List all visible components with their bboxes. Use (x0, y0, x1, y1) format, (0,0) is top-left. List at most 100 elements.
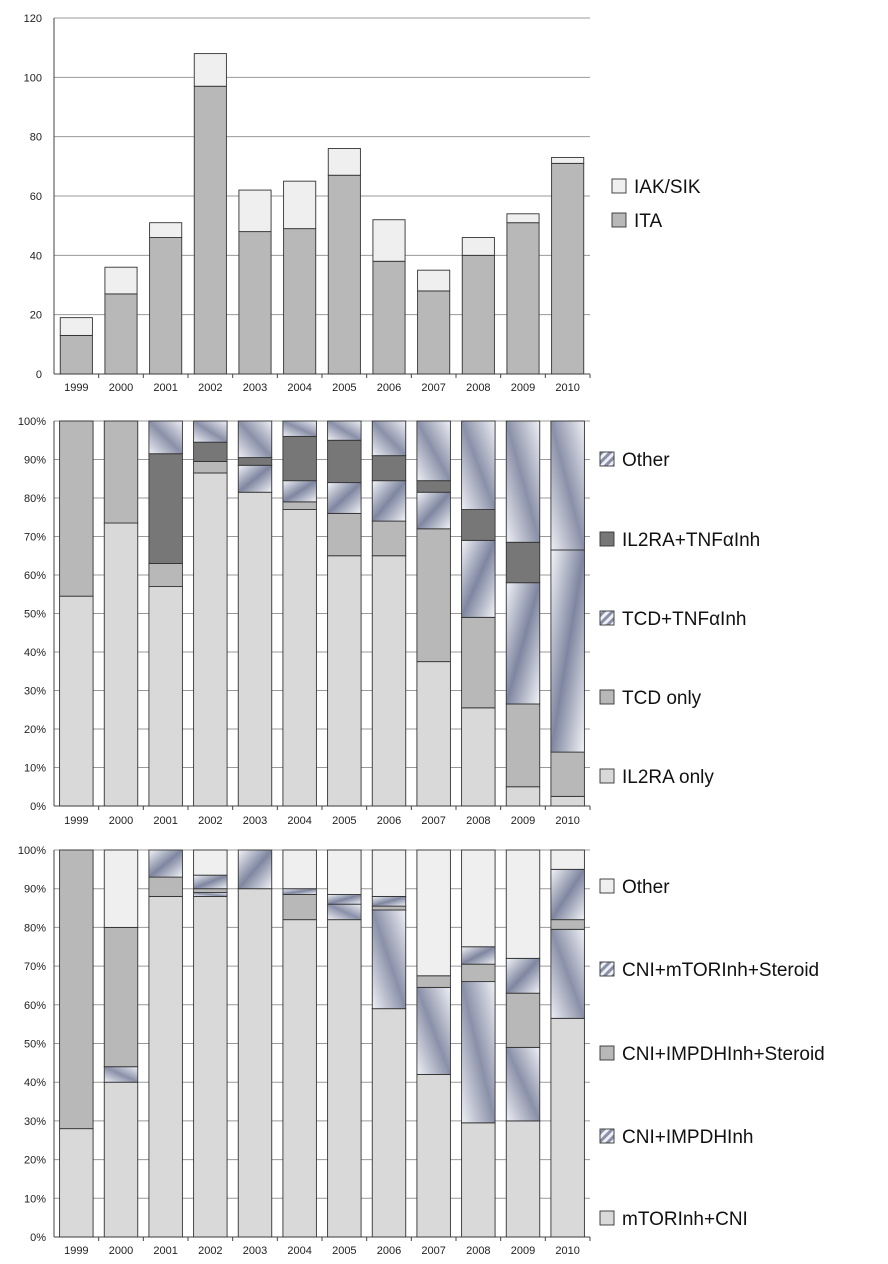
legend-swatch (599, 531, 615, 547)
x-tick-label: 2007 (421, 382, 445, 394)
bar-segment-ita-2005 (327, 174, 361, 375)
legend-label: Other (622, 877, 670, 898)
bar-segment-tcd-tnf-inh-2005 (327, 482, 362, 514)
bar-segment-il2ra-tnf-inh-2003 (237, 457, 273, 466)
bar-segment-il2ra-only-2006 (371, 555, 407, 807)
y-tick-label: 60 (30, 191, 42, 203)
bar-segment-mtorinh-cni-2000 (103, 1081, 139, 1238)
bar-segment-mtorinh-cni-2005 (327, 919, 362, 1238)
bar-segment-mtorinh-cni-2004 (282, 919, 317, 1238)
bar-segment-other-2001 (148, 420, 183, 455)
bar-segment-cni-impdhinh-2002 (193, 892, 228, 897)
bar-segment-il2ra-tnf-inh-2007 (416, 480, 451, 493)
y-tick-label: 80% (24, 493, 46, 505)
bar-segment-il2ra-only-2007 (416, 661, 451, 807)
bar-segment-ita-1999 (59, 334, 93, 375)
bar-segment-il2ra-tnf-inh-2009 (505, 541, 541, 584)
bar-segment-tcd-only-2005 (327, 512, 362, 557)
x-tick-label: 2003 (243, 815, 267, 827)
bar-segment-other-2002 (193, 849, 228, 876)
x-tick-label: 2003 (243, 1245, 267, 1257)
bar-segment-tcd-only-2010 (550, 751, 585, 797)
bar-segment-other-2002 (193, 420, 228, 443)
x-tick-label: 2009 (511, 1245, 535, 1257)
bar-segment-iak-sik-2000 (104, 266, 138, 295)
bar-segment-il2ra-tnf-inh-2005 (327, 439, 362, 484)
legend-swatch (611, 212, 627, 228)
x-tick-label: 2000 (109, 382, 133, 394)
legend-label: CNI+IMPDHInh (622, 1127, 753, 1148)
bar-segment-iak-sik-2002 (193, 53, 227, 87)
bar-segment-il2ra-tnf-inh-2006 (371, 455, 407, 482)
bar-segment-cni-mtorinh-steroid-2003 (237, 849, 273, 890)
bar-segment-cni-impdhinh-2010 (550, 928, 585, 1019)
bar-segment-tcd-only-2006 (371, 520, 407, 557)
x-tick-label: 2005 (332, 1245, 356, 1257)
y-tick-label: 100 (24, 72, 42, 84)
x-tick-label: 2001 (153, 382, 177, 394)
bar-segment-cni-impdhinh-steroid-2007 (416, 975, 451, 988)
bar-segment-tcd-tnf-inh-2007 (416, 491, 451, 530)
x-tick-label: 2001 (153, 815, 177, 827)
bar-segment-tcd-only-1999 (59, 420, 94, 597)
bar-segment-ita-2009 (506, 222, 540, 375)
bar-segment-tcd-tnf-inh-2003 (237, 464, 273, 493)
y-tick-label: 60% (24, 1000, 46, 1012)
bar-segment-cni-mtorinh-steroid-2005 (327, 894, 362, 905)
bar-segment-cni-impdhinh-steroid-2006 (371, 905, 407, 911)
y-tick-label: 20% (24, 724, 46, 736)
bar-segment-il2ra-tnf-inh-2002 (193, 441, 228, 462)
bar-segment-il2ra-only-2010 (550, 795, 585, 807)
y-tick-label: 10% (24, 1193, 46, 1205)
bar-segment-other-2005 (327, 420, 362, 441)
x-tick-label: 1999 (64, 1245, 88, 1257)
bar-segment-tcd-only-2007 (416, 528, 451, 663)
bar-segment-other-2007 (416, 420, 451, 482)
bar-segment-other-2006 (371, 420, 407, 457)
bar-segment-cni-impdhinh-steroid-2002 (193, 888, 228, 894)
chart-panel-1: 0 20 40 60 80 100 120 1999 2000 2001 2002 2003 2004 2… (24, 13, 701, 394)
y-tick-label: 100% (18, 845, 46, 857)
bar-segment-iak-sik-2009 (506, 213, 540, 224)
bar-segment-other-2005 (327, 849, 362, 895)
bar-segment-mtorinh-cni-2002 (193, 895, 228, 1238)
bar-segment-ita-2002 (193, 85, 227, 375)
bar-segment-cni-mtorinh-steroid-2009 (505, 957, 541, 994)
bar-segment-tcd-only-2009 (505, 703, 541, 788)
bar-segment-other-2008 (461, 420, 496, 511)
bar-segment-ita-2000 (104, 293, 138, 375)
y-tick-label: 20 (30, 310, 42, 322)
legend-label: ITA (634, 211, 662, 232)
bar-segment-il2ra-only-2003 (237, 491, 273, 807)
bar-segment-ita-2003 (238, 231, 272, 375)
bar-segment-other-2009 (505, 420, 541, 543)
bar-segment-mtorinh-cni-2006 (371, 1008, 407, 1238)
x-tick-label: 2005 (332, 382, 356, 394)
y-tick-label: 30% (24, 1116, 46, 1128)
x-tick-label: 1999 (64, 815, 88, 827)
bar-segment-cni-impdhinh-steroid-2008 (461, 963, 496, 983)
bar-segment-other-2004 (282, 849, 317, 890)
bar-segment-ita-2010 (551, 162, 585, 375)
y-tick-label: 90% (24, 884, 46, 896)
bar-segment-ita-2001 (149, 237, 183, 375)
bar-segment-other-2010 (550, 420, 585, 551)
x-tick-label: 2010 (555, 1245, 579, 1257)
bar-segment-il2ra-only-2000 (103, 522, 139, 807)
bar-segment-cni-impdhinh-steroid-2009 (505, 992, 541, 1048)
legend-label: IAK/SIK (634, 177, 701, 198)
y-tick-label: 0% (30, 1232, 46, 1244)
x-tick-label: 2007 (421, 1245, 445, 1257)
y-tick-label: 80% (24, 922, 46, 934)
bar-segment-cni-impdhinh-2005 (327, 903, 362, 921)
bar-segment-cni-impdhinh-2000 (103, 1066, 139, 1083)
y-tick-label: 60% (24, 570, 46, 582)
y-tick-label: 80 (30, 132, 42, 144)
bar-segment-iak-sik-1999 (59, 317, 93, 336)
x-tick-label: 2003 (243, 382, 267, 394)
legend-label: IL2RA+TNFαInh (622, 530, 760, 551)
y-tick-label: 10% (24, 763, 46, 775)
bar-segment-cni-mtorinh-steroid-2006 (371, 895, 407, 907)
bar-segment-ita-2004 (283, 228, 317, 375)
